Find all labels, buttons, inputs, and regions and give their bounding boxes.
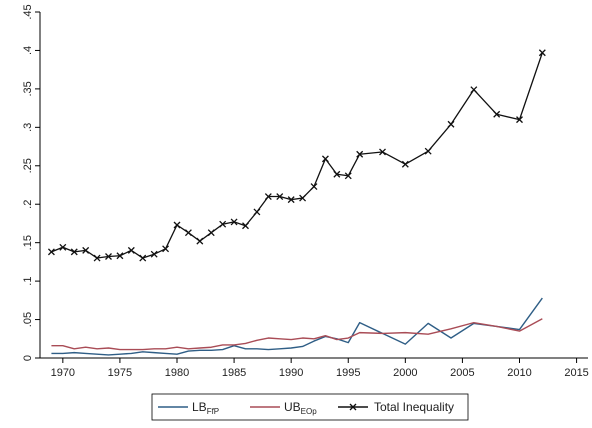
data-point-marker <box>264 193 272 200</box>
legend-marker <box>349 403 357 411</box>
data-point-marker <box>139 254 147 262</box>
legend-label-subscript: FfP <box>207 407 219 416</box>
data-point-marker <box>253 208 261 216</box>
y-tick-label: .2 <box>22 200 34 209</box>
data-point-marker <box>219 220 227 228</box>
legend-entry-2: Total Inequality <box>338 400 454 414</box>
series-1 <box>51 318 543 351</box>
legend-label: Total Inequality <box>374 400 454 414</box>
axes: 0 .05 .1 .15 .2 .25 .3 .35 .4 .45 1970 1975 1980 1985… <box>22 4 589 379</box>
data-point-marker <box>470 86 478 94</box>
data-point-marker <box>230 218 238 226</box>
data-point-marker <box>116 252 124 260</box>
data-point-marker <box>47 248 55 256</box>
data-point-marker <box>379 148 386 156</box>
x-tick-label: 1975 <box>108 367 132 379</box>
legend-label: UBEOp <box>284 400 317 416</box>
data-point-marker <box>150 250 158 258</box>
y-tick-label: .4 <box>22 46 34 55</box>
data-point-marker <box>516 116 523 124</box>
y-tick-label: .3 <box>22 123 34 132</box>
x-tick-label: 1985 <box>222 367 246 379</box>
data-point-marker <box>173 221 181 229</box>
y-tick-label: 0 <box>22 355 34 361</box>
legend-label-subscript: EOp <box>301 407 318 416</box>
data-point-marker <box>207 229 215 237</box>
data-point-marker <box>424 147 432 155</box>
series-line <box>51 318 543 351</box>
legend-box <box>151 393 469 421</box>
y-tick-label: .1 <box>22 277 34 286</box>
data-point-marker <box>310 183 318 190</box>
y-tick-label: .05 <box>22 312 34 327</box>
y-tick-label: .15 <box>22 235 34 250</box>
legend-entry-0: LBFfP <box>158 400 219 416</box>
y-tick-label: .25 <box>22 158 34 173</box>
series-line <box>51 297 543 356</box>
data-point-marker <box>70 248 78 256</box>
x-tick-label: 2005 <box>450 367 474 379</box>
y-tick-label: .45 <box>22 4 34 19</box>
data-point-marker <box>299 194 307 202</box>
legend-entry-1: UBEOp <box>250 400 317 416</box>
data-point-marker <box>59 243 67 251</box>
data-point-marker <box>184 229 192 237</box>
data-point-marker <box>105 253 112 260</box>
data-point-marker <box>82 246 90 254</box>
legend-label-main: Total Inequality <box>374 400 454 414</box>
data-point-marker <box>93 254 101 262</box>
data-point-marker <box>333 170 341 178</box>
data-point-marker <box>321 155 329 163</box>
data-point-marker <box>242 222 249 230</box>
legend: LBFfP UBEOp Total Inequality <box>151 393 469 421</box>
legend-label-main: UB <box>284 400 301 414</box>
x-tick-label: 1980 <box>165 367 189 379</box>
x-tick-label: 1990 <box>279 367 303 379</box>
data-point-marker <box>127 246 135 254</box>
x-tick-label: 1995 <box>336 367 360 379</box>
series-line <box>51 52 543 259</box>
x-tick-label: 1970 <box>51 367 75 379</box>
data-point-marker <box>356 150 364 158</box>
legend-label-main: LB <box>192 400 207 414</box>
data-point-marker <box>344 172 352 180</box>
data-point-marker <box>447 120 455 128</box>
data-point-marker <box>196 237 204 245</box>
x-tick-label: 2010 <box>507 367 531 379</box>
series-layer <box>47 49 546 356</box>
legend-label: LBFfP <box>192 400 219 416</box>
data-point-marker <box>162 245 170 253</box>
data-point-marker <box>401 160 409 168</box>
x-tick-label: 2015 <box>564 367 588 379</box>
series-0 <box>51 297 543 356</box>
data-point-marker <box>287 196 295 204</box>
x-tick-label: 2000 <box>393 367 417 379</box>
data-point-marker <box>493 110 501 118</box>
series-2 <box>47 49 546 262</box>
y-tick-label: .35 <box>22 81 34 96</box>
data-point-marker <box>538 49 546 57</box>
data-point-marker <box>276 193 284 200</box>
